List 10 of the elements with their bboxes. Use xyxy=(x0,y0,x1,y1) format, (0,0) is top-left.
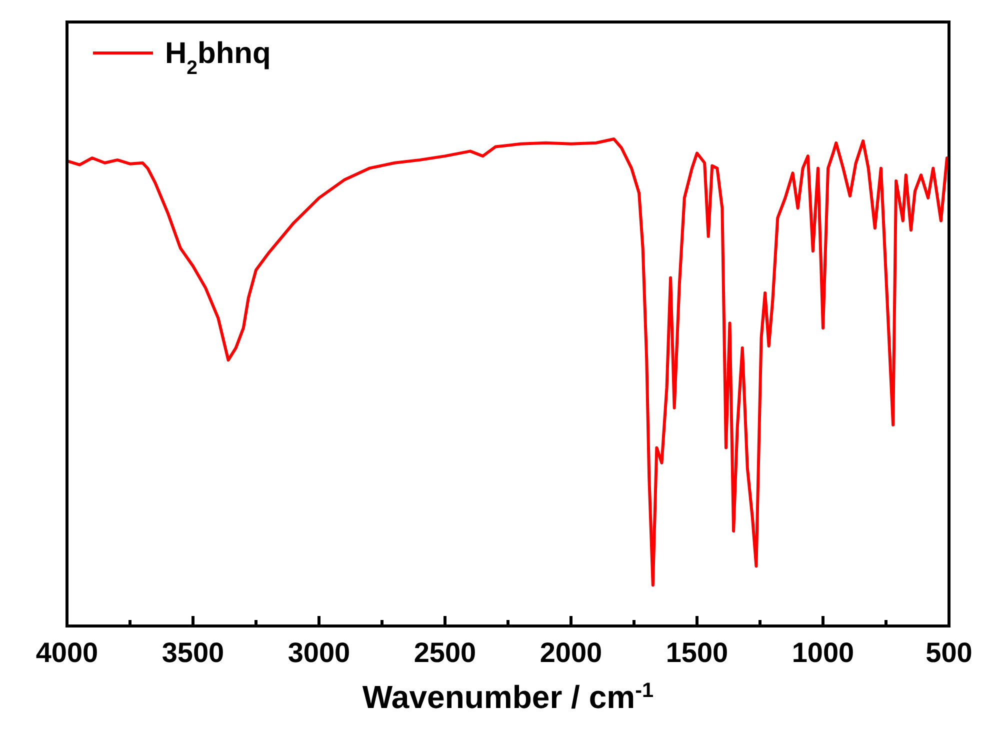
x-tick-label: 3000 xyxy=(288,637,350,668)
legend-label: H$_{2}$bhnq xyxy=(165,37,271,79)
x-tick-label: 2500 xyxy=(414,637,476,668)
x-tick-label: 1500 xyxy=(666,637,728,668)
x-tick-label: 2000 xyxy=(540,637,602,668)
x-tick-label: 500 xyxy=(926,637,972,668)
x-tick-label: 4000 xyxy=(36,637,98,668)
x-tick-label: 1000 xyxy=(792,637,854,668)
x-tick-label: 3500 xyxy=(162,637,224,668)
x-axis-title: Wavenumber / cm$^{-1}$ xyxy=(362,678,654,715)
